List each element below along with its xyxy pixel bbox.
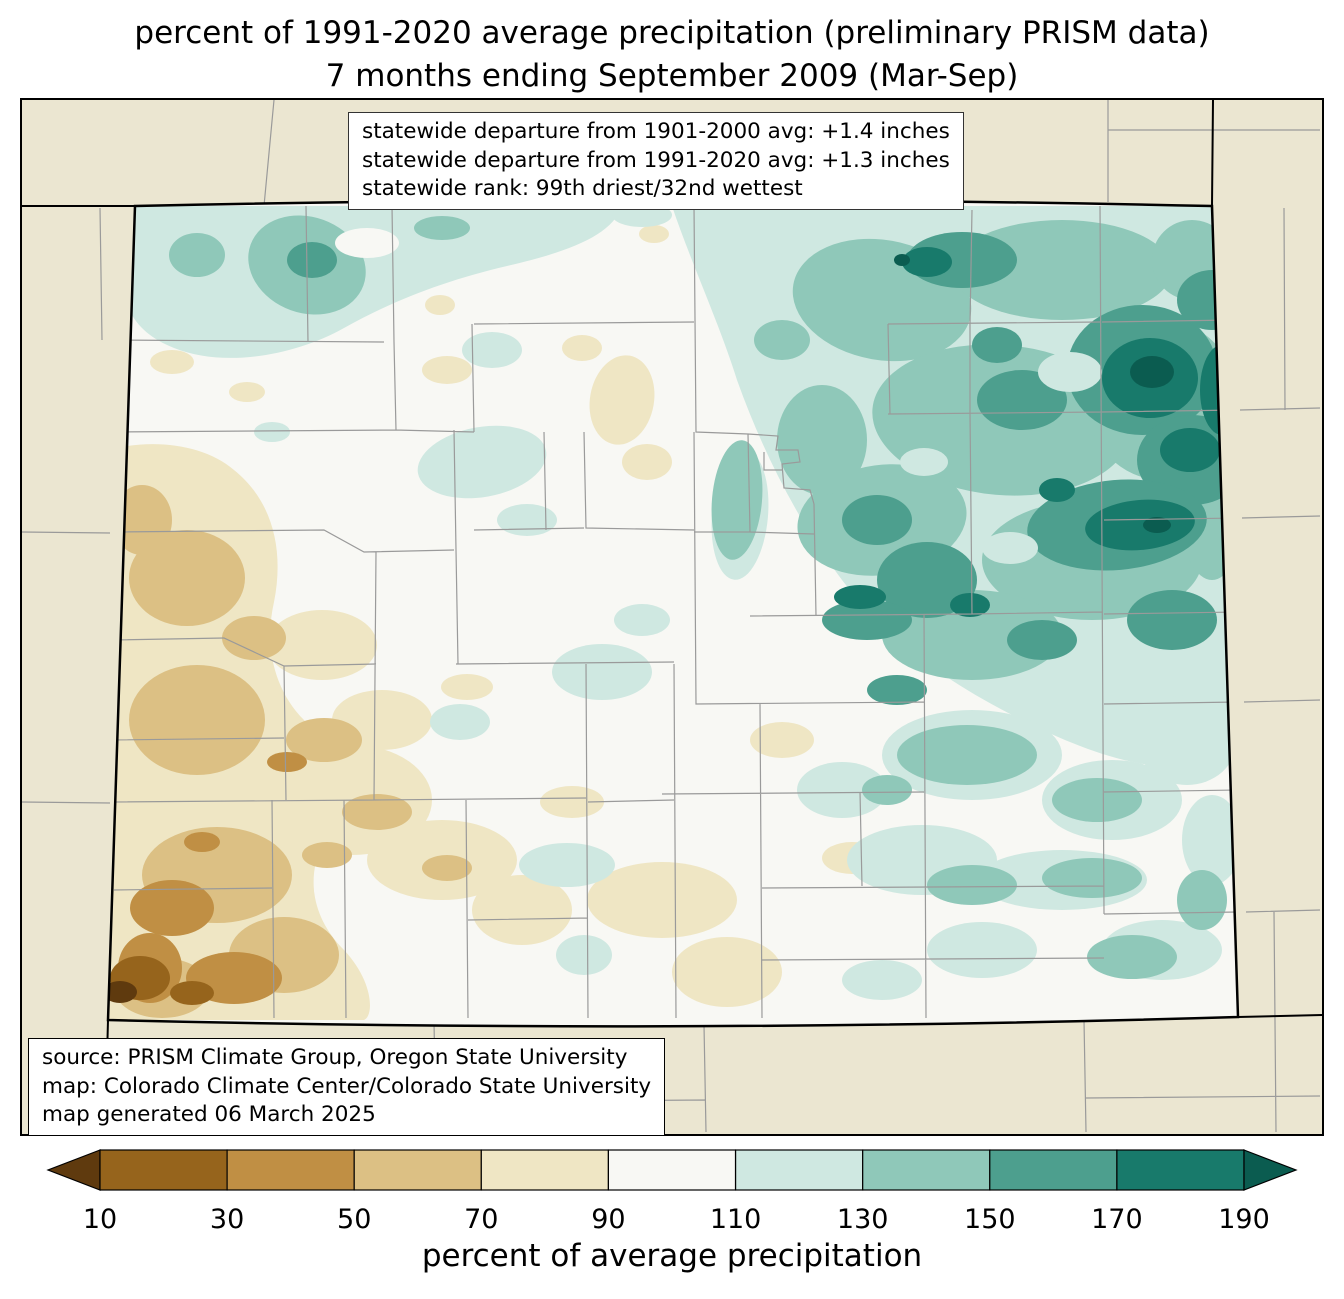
county-lines-west [108,205,695,1019]
legend-segment [989,1149,1118,1191]
legend-segment [607,1149,737,1191]
legend-segment [353,1149,482,1191]
legend-tick-label: 50 [337,1204,371,1235]
legend-tick-label: 130 [837,1204,889,1235]
legend-arrow-right [1243,1149,1298,1191]
page-title-line1: percent of 1991-2020 average precipitati… [134,15,1210,51]
county-lines-east [661,205,1238,1019]
legend-colorbar: 10 30 50 70 90 110 130 150 170 190 [42,1142,1302,1242]
contour-holes-90-110 [314,228,399,906]
legend-tick-label: 170 [1091,1204,1143,1235]
neighbor-state-borders [22,100,1322,1134]
legend-segment [226,1149,355,1191]
legend-tick-label: 30 [210,1204,244,1235]
colorado-precipitation-map [22,100,1322,1134]
legend-tick-label: 70 [464,1204,498,1235]
source-line-1: source: PRISM Climate Group, Oregon Stat… [42,1045,628,1070]
contour-blobs-over-190 [894,254,1174,533]
legend-segment [1116,1149,1245,1191]
contour-holes-110-130 [900,352,1102,564]
legend-tick-label: 150 [964,1204,1016,1235]
stats-box: statewide departure from 1901-2000 avg: … [348,112,964,210]
stats-line-1: statewide departure from 1901-2000 avg: … [362,119,950,144]
legend-tick-label: 110 [710,1204,762,1235]
stats-line-3: statewide rank: 99th driest/32nd wettest [362,176,803,202]
stats-line-2: statewide departure from 1991-2020 avg: … [362,147,950,173]
contour-blobs-under-10 [108,981,137,1003]
state-interior [108,200,1238,1027]
map-frame [20,98,1324,1136]
source-line-3: map generated 06 March 2025 [42,1102,376,1128]
legend-caption: percent of average precipitation [421,1238,923,1274]
legend-arrow-left [46,1149,101,1191]
legend-tick-label: 10 [83,1204,117,1235]
legend-tick-label: 90 [591,1204,625,1235]
legend-segment [734,1149,864,1191]
legend-tick-label: 190 [1218,1204,1270,1235]
legend-colorbar-svg: 10 30 50 70 90 110 130 150 170 190 [46,1149,1298,1235]
page-title: percent of 1991-2020 average precipitati… [0,12,1344,98]
legend-segment [480,1149,609,1191]
legend-segment [99,1149,228,1191]
page-title-line2: 7 months ending September 2009 (Mar-Sep) [325,57,1019,94]
source-box: source: PRISM Climate Group, Oregon Stat… [28,1038,666,1136]
legend-segment [862,1149,991,1191]
source-line-2: map: Colorado Climate Center/Colorado St… [42,1073,652,1099]
